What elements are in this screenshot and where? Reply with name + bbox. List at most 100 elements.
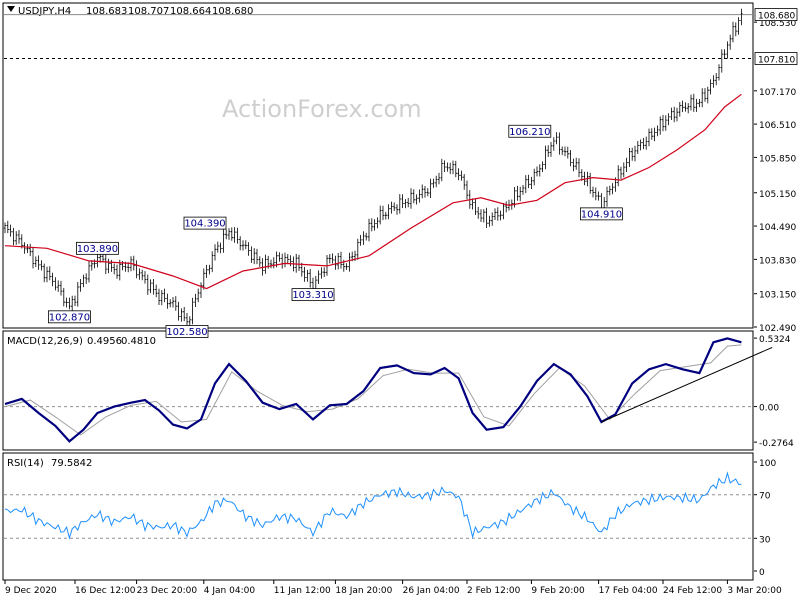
time-tick-label: 18 Jan 20:00 <box>335 586 392 596</box>
macd-trendline <box>601 346 773 423</box>
price-bar <box>479 209 483 222</box>
annotation-label: 103.890 <box>77 244 118 255</box>
price-bar <box>395 204 399 215</box>
price-bar <box>647 128 651 147</box>
price-bar <box>51 272 54 287</box>
price-axis: 108.530 107.170 106.510 105.850 105.150 104.4… <box>754 8 798 334</box>
price-bar <box>577 158 581 178</box>
price-bar <box>583 171 586 186</box>
price-bar <box>695 98 698 112</box>
time-tick-label: 9 Dec 2020 <box>5 586 57 596</box>
price-bar <box>698 99 701 108</box>
price-bar <box>597 191 600 201</box>
price-tick-label: 105.150 <box>759 190 796 200</box>
price-bar <box>653 127 656 142</box>
macd-axis: 0.5324 0.00 -0.2764 <box>754 335 794 449</box>
price-bar <box>191 297 194 325</box>
price-bar <box>348 252 351 272</box>
price-bar <box>37 255 40 270</box>
price-bar <box>194 293 197 307</box>
swing-annotation: 104.390 <box>183 216 227 230</box>
close-value: 108.680 <box>212 6 253 17</box>
price-bar <box>398 194 401 214</box>
price-bar <box>127 262 130 273</box>
price-bar <box>661 114 665 132</box>
price-bar <box>530 176 533 189</box>
price-bar <box>295 253 298 273</box>
price-bar <box>642 138 645 150</box>
price-bar <box>594 187 597 201</box>
time-tick-label: 11 Jan 12:00 <box>274 586 331 596</box>
swing-annotation: 106.210 <box>508 124 552 138</box>
price-bar <box>426 188 429 197</box>
price-bar <box>544 145 547 170</box>
annotation-box <box>183 216 227 230</box>
price-bar <box>384 211 387 220</box>
price-bar <box>152 279 155 295</box>
price-bar <box>199 282 203 298</box>
rsi-panel-frame <box>2 452 754 581</box>
price-bar <box>636 141 639 154</box>
price-bar <box>650 128 653 140</box>
price-bar <box>34 256 37 267</box>
price-bar <box>216 241 219 253</box>
annotation-box <box>48 310 91 324</box>
price-bar <box>71 295 74 312</box>
price-bar <box>687 103 690 114</box>
price-bar <box>477 206 480 219</box>
price-bar <box>656 125 659 137</box>
annotation-label: 106.210 <box>509 127 550 138</box>
price-bar <box>289 255 292 267</box>
annotation-box <box>76 241 119 255</box>
price-bar <box>26 244 29 253</box>
time-tick-label: 9 Feb 20:00 <box>531 586 585 596</box>
price-bar <box>667 113 670 126</box>
price-bar <box>608 185 611 196</box>
price-bar <box>253 248 256 265</box>
price-bar <box>493 208 497 220</box>
price-bar <box>418 189 421 203</box>
price-bar <box>740 8 743 26</box>
price-bar <box>449 162 452 175</box>
price-panel-header: USDJPY,H4 108.683 108.707 108.664 108.68… <box>7 6 253 17</box>
price-bar <box>675 107 679 122</box>
macd-tick-label: 0.00 <box>759 404 779 414</box>
price-bar <box>731 21 735 43</box>
price-bar <box>31 247 35 269</box>
price-bar <box>563 146 567 157</box>
price-bar <box>177 301 180 321</box>
rsi-tick-label: 0 <box>759 568 765 578</box>
price-bar <box>482 209 485 223</box>
price-level-lines <box>4 14 753 60</box>
price-bar <box>709 79 712 95</box>
rsi-axis: 100 70 30 0 <box>754 459 776 578</box>
rsi-value: 79.5842 <box>51 458 92 469</box>
price-bar <box>68 297 71 310</box>
macd-tick-label: -0.2764 <box>759 439 794 449</box>
price-bar <box>379 205 382 225</box>
price-bar <box>720 49 723 73</box>
price-bar <box>239 236 242 251</box>
price-bar <box>664 115 667 131</box>
swing-annotation: 102.580 <box>165 325 209 338</box>
price-bar <box>572 158 575 172</box>
price-bar <box>149 279 152 294</box>
price-bar <box>362 231 365 245</box>
price-bar <box>496 207 499 221</box>
price-bar <box>678 102 681 117</box>
price-bar <box>85 273 88 284</box>
price-bar <box>631 147 634 161</box>
annotation-box <box>508 124 552 138</box>
price-bar <box>625 157 628 172</box>
macd-line <box>4 337 742 443</box>
price-bar <box>605 186 609 207</box>
price-bar <box>166 293 169 309</box>
price-bar <box>174 296 177 311</box>
price-bar <box>205 264 208 278</box>
price-bar <box>552 137 555 151</box>
price-bar <box>373 219 376 231</box>
swing-annotation: 102.870 <box>48 310 91 324</box>
price-bar <box>54 277 57 291</box>
price-bar <box>171 297 175 308</box>
price-tick-label: 108.530 <box>759 19 796 29</box>
